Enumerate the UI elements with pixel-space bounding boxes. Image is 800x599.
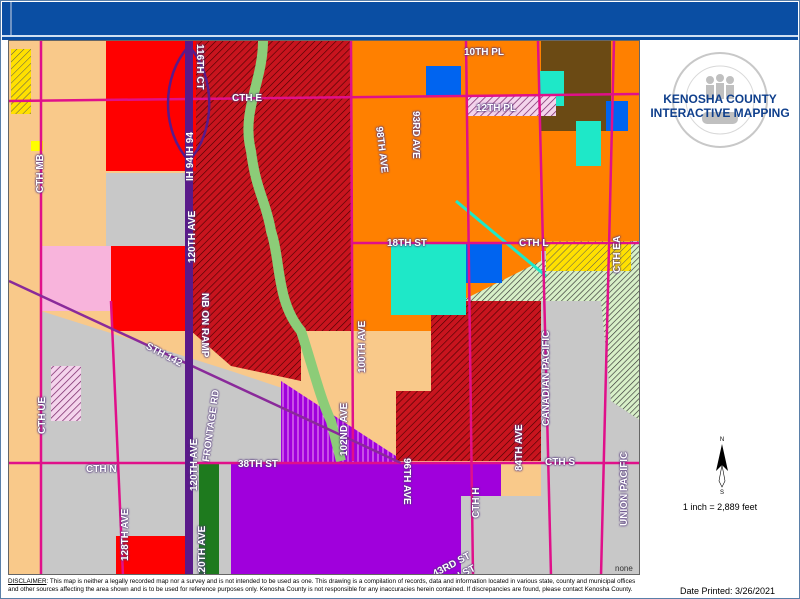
road-label: 116TH CT: [194, 44, 205, 90]
header-subbar: [2, 37, 798, 40]
land-blue: [466, 243, 502, 283]
land-gray-upper: [106, 173, 191, 248]
road-label: 120TH AVE: [197, 525, 208, 575]
panel-title: KENOSHA COUNTY INTERACTIVE MAPPING: [642, 92, 798, 120]
title-line-2: INTERACTIVE MAPPING: [650, 106, 790, 120]
land-blue-ne: [426, 66, 461, 96]
map-view[interactable]: 116TH CT IH 94 IH 94 120TH AVE 120TH AVE…: [8, 40, 640, 575]
road-label: CTH S: [545, 457, 575, 468]
north-label: N: [720, 437, 724, 443]
road-label: CTH MB: [35, 154, 46, 193]
road-label: 120TH AVE: [187, 210, 198, 263]
road-label: CTH N: [86, 464, 117, 475]
title-line-1: KENOSHA COUNTY: [663, 92, 777, 106]
road-label: 100TH AVE: [357, 320, 368, 373]
disclaimer: DISCLAIMER: This map is neither a legall…: [8, 578, 638, 594]
rail-green: [455, 199, 547, 278]
road-label: CTH H: [471, 487, 482, 518]
land-purple-hatched: [281, 381, 396, 463]
south-label: S: [720, 490, 724, 495]
road-label: 12TH PL: [476, 103, 517, 114]
land-yellow-hatched: [546, 241, 631, 271]
interchange-loop: [166, 45, 211, 163]
road-label: 18TH ST: [387, 238, 428, 249]
header-divider: [10, 2, 12, 35]
land-purple: [231, 463, 501, 574]
road-label: 38TH ST: [238, 459, 279, 470]
land-hatched-red-se: [431, 301, 541, 461]
road-label: 10TH PL: [464, 47, 505, 58]
river-corridor: [243, 41, 346, 463]
land-use-map: [9, 41, 639, 574]
land-blue-ne2: [606, 101, 628, 131]
land-yellow-nw: [11, 49, 31, 114]
land-cyan: [391, 243, 466, 315]
road-label: UNION PACIFIC: [619, 451, 630, 526]
land-gray-se: [461, 496, 541, 574]
road-label: CTH EA: [612, 235, 623, 273]
road-label: 102ND AVE: [339, 402, 350, 456]
disclaimer-label: DISCLAIMER: [8, 578, 47, 585]
road-label: 84TH AVE: [514, 424, 525, 471]
road-label: NB ON RAMP: [199, 293, 210, 358]
road-label: 93RD AVE: [410, 111, 421, 159]
land-yellow-w: [31, 141, 43, 151]
north-arrow-icon: N S: [716, 437, 728, 495]
land-wetland-hatched: [461, 241, 639, 420]
land-red-2: [111, 246, 191, 331]
land-red-3: [116, 536, 191, 574]
none-label: none: [615, 564, 633, 573]
road-label: CANADIAN PACIFIC: [541, 330, 552, 426]
roads: [9, 41, 639, 574]
road-label: CTH UE: [37, 396, 48, 434]
land-hatched-red-s: [396, 391, 436, 461]
road-label: 128TH AVE: [120, 508, 131, 561]
land-pink-hatched: [466, 96, 556, 116]
land-dark-green: [199, 463, 219, 574]
land-pink-hatched-w: [51, 366, 81, 421]
date-printed: Date Printed: 3/26/2021: [680, 586, 776, 596]
info-panel: KENOSHA COUNTY INTERACTIVE MAPPING N S 1…: [642, 40, 798, 575]
road-label: CTH L: [519, 238, 549, 249]
land-gray-lower: [41, 311, 291, 574]
road-label: IH 94: [185, 157, 196, 181]
county-seal-logo: [672, 52, 768, 148]
header-bar: [2, 2, 798, 37]
scale-text: 1 inch = 2,889 feet: [682, 502, 758, 512]
disclaimer-text: : This map is neither a legally recorded…: [8, 578, 636, 593]
road-label: CTH E: [232, 93, 262, 104]
road-label: 120TH AVE: [189, 438, 200, 491]
land-cyan-ne2: [576, 121, 601, 166]
road-label: 96TH AVE: [401, 458, 412, 505]
road-label: IH 94: [185, 132, 196, 156]
